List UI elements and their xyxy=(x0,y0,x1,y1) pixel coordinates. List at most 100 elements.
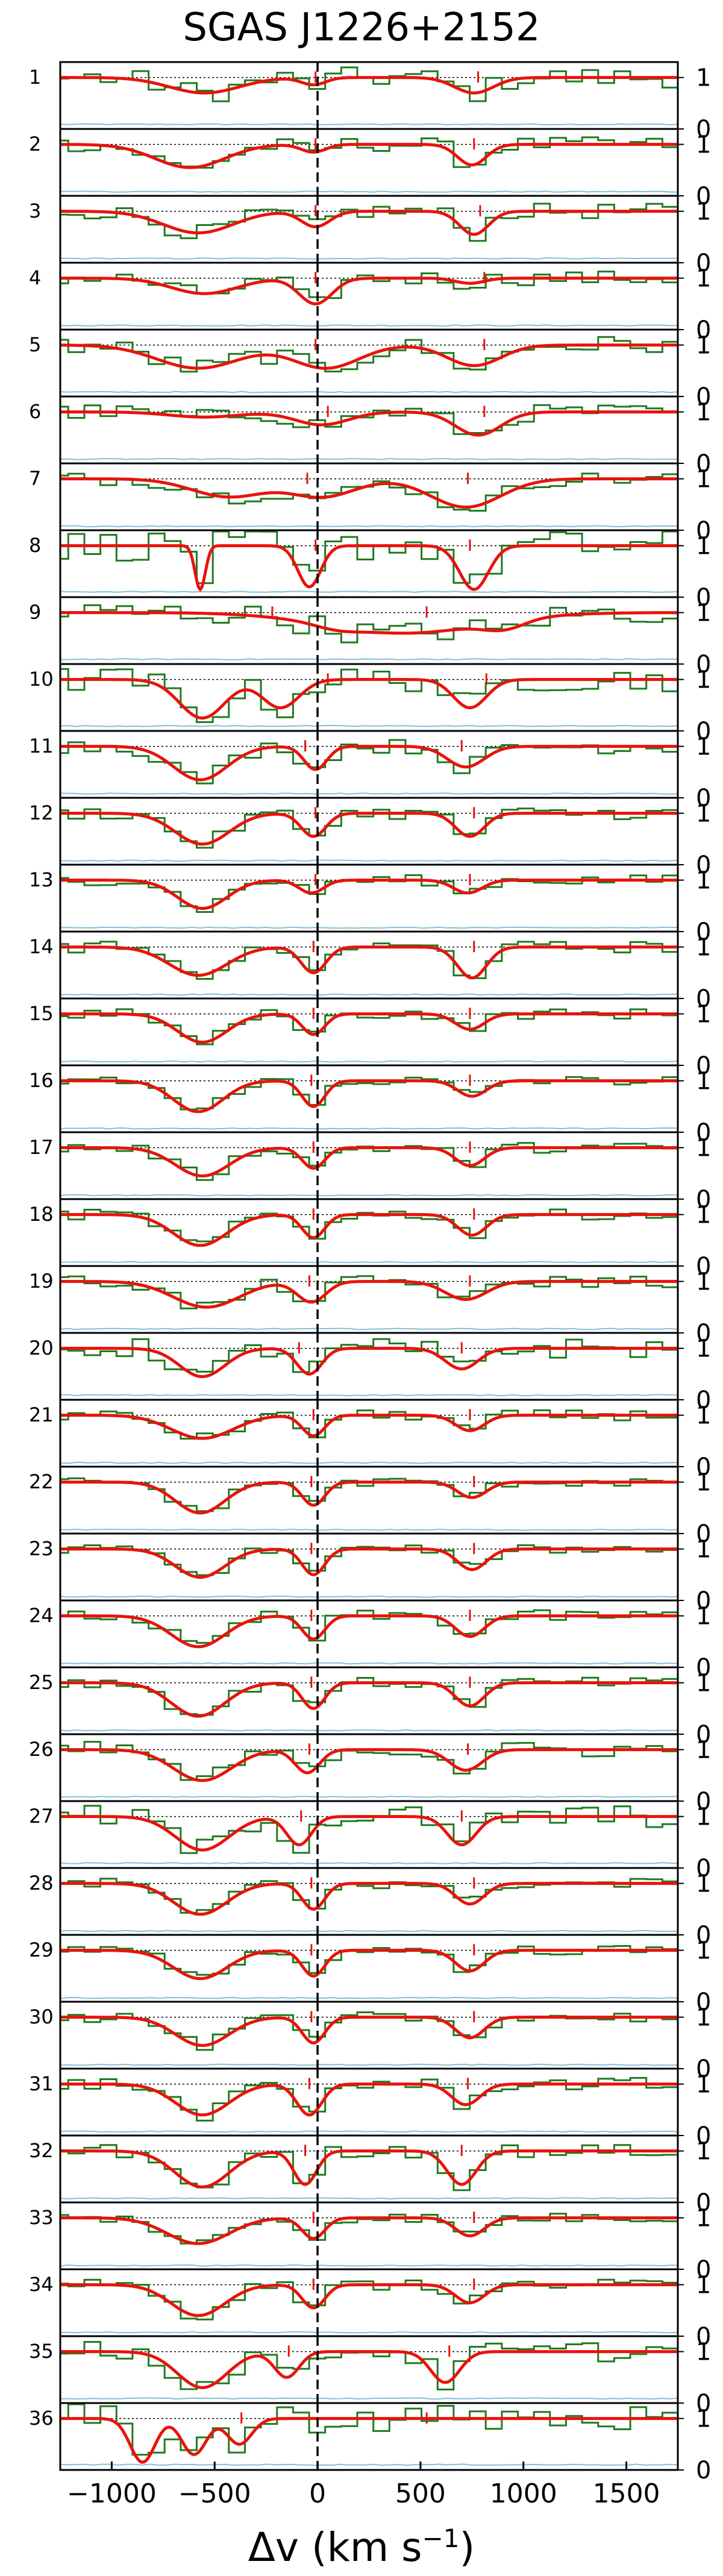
panel-number: 18 xyxy=(29,1203,54,1226)
model-fit xyxy=(60,1481,678,1515)
y-tick-label: 0 xyxy=(696,1788,711,1816)
panel: 1 0 2 xyxy=(29,128,711,210)
y-tick-label: 1 xyxy=(696,800,711,828)
y-tick-label: 1 xyxy=(696,466,711,494)
model-fit xyxy=(60,544,678,592)
panel-content xyxy=(60,1543,678,1598)
model-fit xyxy=(60,277,678,306)
y-tick-label: 1 xyxy=(696,1870,711,1898)
y-tick-label: 0 xyxy=(696,1186,711,1214)
panel-number: 1 xyxy=(29,66,41,89)
panel-number: 8 xyxy=(29,534,41,557)
y-tick-label: 1 xyxy=(696,265,711,293)
model-fit xyxy=(60,1748,678,1782)
panel-number: 12 xyxy=(29,801,54,824)
panel-frame xyxy=(59,2201,679,2270)
panel-content xyxy=(60,2144,678,2200)
y-tick-label: 0 xyxy=(696,383,711,411)
panel-number: 3 xyxy=(29,199,41,222)
panel-frame xyxy=(59,1733,679,1802)
panel-content xyxy=(60,530,678,593)
data-spectrum xyxy=(60,2403,678,2456)
model-fit xyxy=(60,143,678,169)
y-tick-label: 0 xyxy=(696,1119,711,1147)
panel-frame xyxy=(59,997,679,1067)
panel-frame xyxy=(59,128,679,197)
panel-frame xyxy=(59,1532,679,1602)
panel: 1 0 17 xyxy=(29,1131,711,1214)
panel: 1 0 30 xyxy=(29,2001,711,2083)
error-spectrum xyxy=(60,1394,678,1397)
panel: 1 0 25 xyxy=(29,1666,711,1749)
panel: 1 0 35 xyxy=(29,2335,711,2418)
panel-frame xyxy=(59,61,679,130)
model-fit xyxy=(60,2216,678,2245)
panel-frame xyxy=(59,863,679,933)
y-tick-label: 1 xyxy=(696,2138,711,2166)
panel: 1 0 15 xyxy=(29,997,711,1080)
x-tick-label: −500 xyxy=(178,2478,251,2509)
data-spectrum xyxy=(60,530,678,584)
error-spectrum xyxy=(60,257,678,260)
x-axis-label-exponent: −1 xyxy=(422,2524,460,2553)
panel: 1 0 8 xyxy=(29,529,711,612)
panel-number: 23 xyxy=(29,1537,54,1560)
model-fit xyxy=(60,1079,678,1114)
model-fit xyxy=(60,343,678,370)
panel-content xyxy=(60,2076,678,2133)
panel-content xyxy=(60,202,678,260)
model-fit xyxy=(60,1681,678,1718)
error-spectrum xyxy=(60,1662,678,1665)
panel-content xyxy=(60,1074,678,1130)
error-spectrum xyxy=(60,1461,678,1464)
panel-content xyxy=(60,136,678,193)
data-spectrum xyxy=(60,202,678,242)
panel-content xyxy=(60,2341,678,2400)
x-axis-label: Δv (km s−1) xyxy=(248,2524,475,2571)
model-fit xyxy=(60,1213,678,1247)
model-fit xyxy=(60,678,678,720)
panel-number: 9 xyxy=(29,601,41,624)
y-tick-label: 0 xyxy=(696,1453,711,1481)
panel-content xyxy=(60,1008,678,1063)
panel-content xyxy=(60,1141,678,1197)
panel-content xyxy=(60,1275,678,1330)
model-fit xyxy=(60,812,678,846)
y-tick-label: 1 xyxy=(696,867,711,895)
y-tick-label: 0 xyxy=(696,1721,711,1749)
y-tick-label: 0 xyxy=(696,1520,711,1548)
model-fit xyxy=(60,1280,678,1309)
model-fit xyxy=(60,1815,678,1852)
panel-frame xyxy=(59,797,679,866)
y-tick-label: 1 xyxy=(696,332,711,360)
model-fit xyxy=(60,1012,678,1044)
error-spectrum xyxy=(60,724,678,727)
panel-content xyxy=(60,404,678,460)
panel-frame xyxy=(59,529,679,598)
x-axis-label-text: Δv (km s xyxy=(248,2524,422,2571)
panel-frame xyxy=(59,730,679,799)
y-tick-label: 0 xyxy=(696,2390,711,2418)
data-spectrum xyxy=(60,874,678,913)
error-spectrum xyxy=(60,658,678,660)
error-spectrum xyxy=(60,458,678,460)
panel-frame xyxy=(59,395,679,465)
panel: 1 0 3 xyxy=(29,195,711,277)
panel-number: 14 xyxy=(29,935,54,958)
data-spectrum xyxy=(60,1338,678,1373)
error-spectrum xyxy=(60,2197,678,2200)
panel: 1 0 31 xyxy=(29,2067,711,2150)
model-fit xyxy=(60,477,678,509)
panel-number: 6 xyxy=(29,400,41,423)
panel: 1 0 32 xyxy=(29,2134,711,2217)
panel: 1 0 27 xyxy=(29,1800,711,1882)
error-spectrum xyxy=(60,2063,678,2066)
error-spectrum xyxy=(60,1929,678,1932)
model-fit xyxy=(60,2283,678,2317)
y-tick-label: 0 xyxy=(696,851,711,879)
data-spectrum xyxy=(60,2341,678,2390)
y-tick-label: 1 xyxy=(696,666,711,694)
y-tick-label: 0 xyxy=(696,918,711,946)
y-tick-label: 0 xyxy=(696,785,711,812)
panel: 1 0 9 xyxy=(29,596,711,678)
